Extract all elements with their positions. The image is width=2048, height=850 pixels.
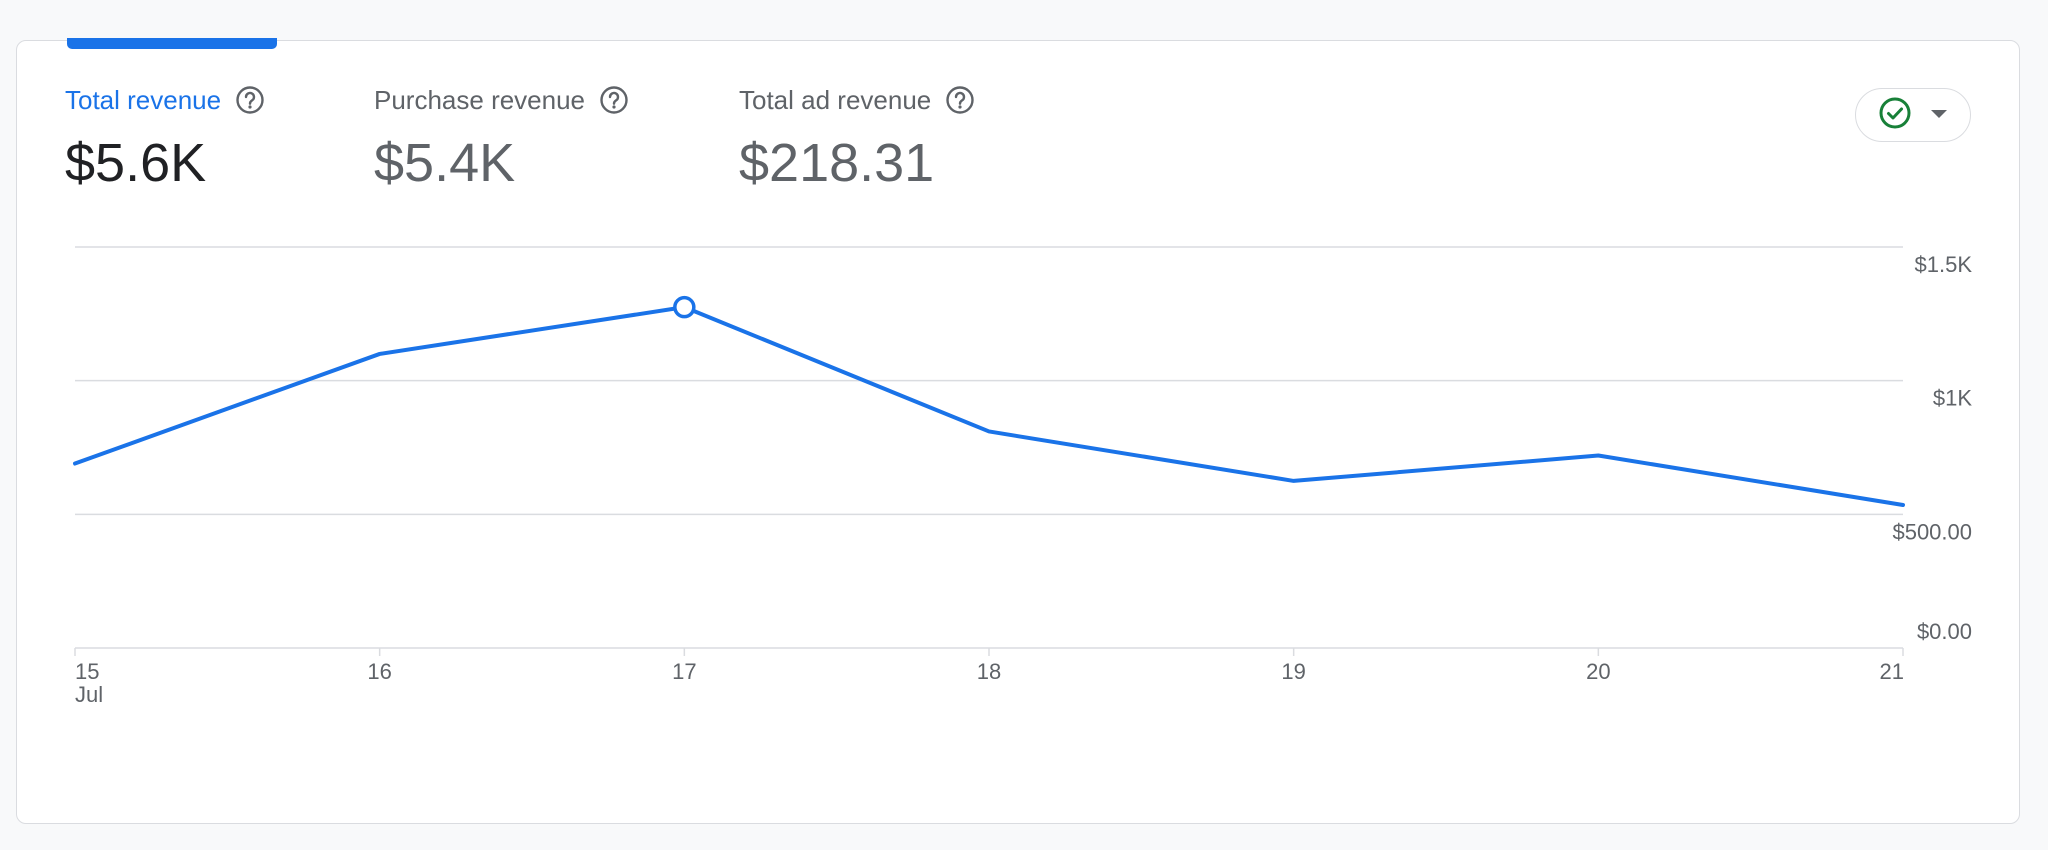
x-tick-sublabel: Jul	[75, 682, 103, 707]
data-point[interactable]	[1593, 451, 1603, 461]
check-circle-icon	[1878, 96, 1912, 135]
x-tick-label: 16	[367, 659, 391, 684]
status-dropdown[interactable]	[1855, 88, 1971, 142]
chevron-down-icon	[1930, 106, 1948, 124]
x-tick-label: 17	[672, 659, 696, 684]
data-point[interactable]	[70, 459, 80, 469]
x-tick-label: 21	[1880, 659, 1904, 684]
x-tick-label: 20	[1586, 659, 1610, 684]
series-line	[73, 305, 1905, 507]
help-icon[interactable]	[945, 85, 975, 115]
x-tick-label: 19	[1281, 659, 1305, 684]
x-tick-label: 18	[977, 659, 1001, 684]
y-tick-label: $1.5K	[1915, 252, 1973, 277]
metric-purchase-revenue[interactable]: Purchase revenue $5.4K	[374, 82, 629, 194]
metric-label: Total ad revenue	[739, 84, 932, 115]
help-icon[interactable]	[599, 85, 629, 115]
data-point[interactable]	[1898, 500, 1908, 510]
x-tick-label: 15	[75, 659, 99, 684]
y-tick-label: $500.00	[1892, 519, 1972, 544]
help-icon[interactable]	[235, 85, 265, 115]
metric-value: $218.31	[739, 133, 935, 193]
metric-label: Total revenue	[65, 84, 222, 115]
data-point[interactable]	[375, 349, 385, 359]
y-tick-label: $1K	[1933, 386, 1972, 411]
data-point[interactable]	[1289, 476, 1299, 486]
metric-total-revenue[interactable]: Total revenue $5.6K	[65, 82, 265, 194]
data-point[interactable]	[984, 426, 994, 436]
metric-label: Purchase revenue	[374, 84, 586, 115]
revenue-card	[16, 40, 2020, 824]
metric-total-ad-revenue[interactable]: Total ad revenue $218.31	[739, 82, 975, 194]
metric-value: $5.4K	[374, 133, 516, 193]
active-tab-indicator	[67, 38, 277, 49]
y-tick-label: $0.00	[1917, 619, 1972, 644]
highlighted-data-point[interactable]	[673, 295, 696, 319]
metric-value: $5.6K	[65, 133, 207, 193]
